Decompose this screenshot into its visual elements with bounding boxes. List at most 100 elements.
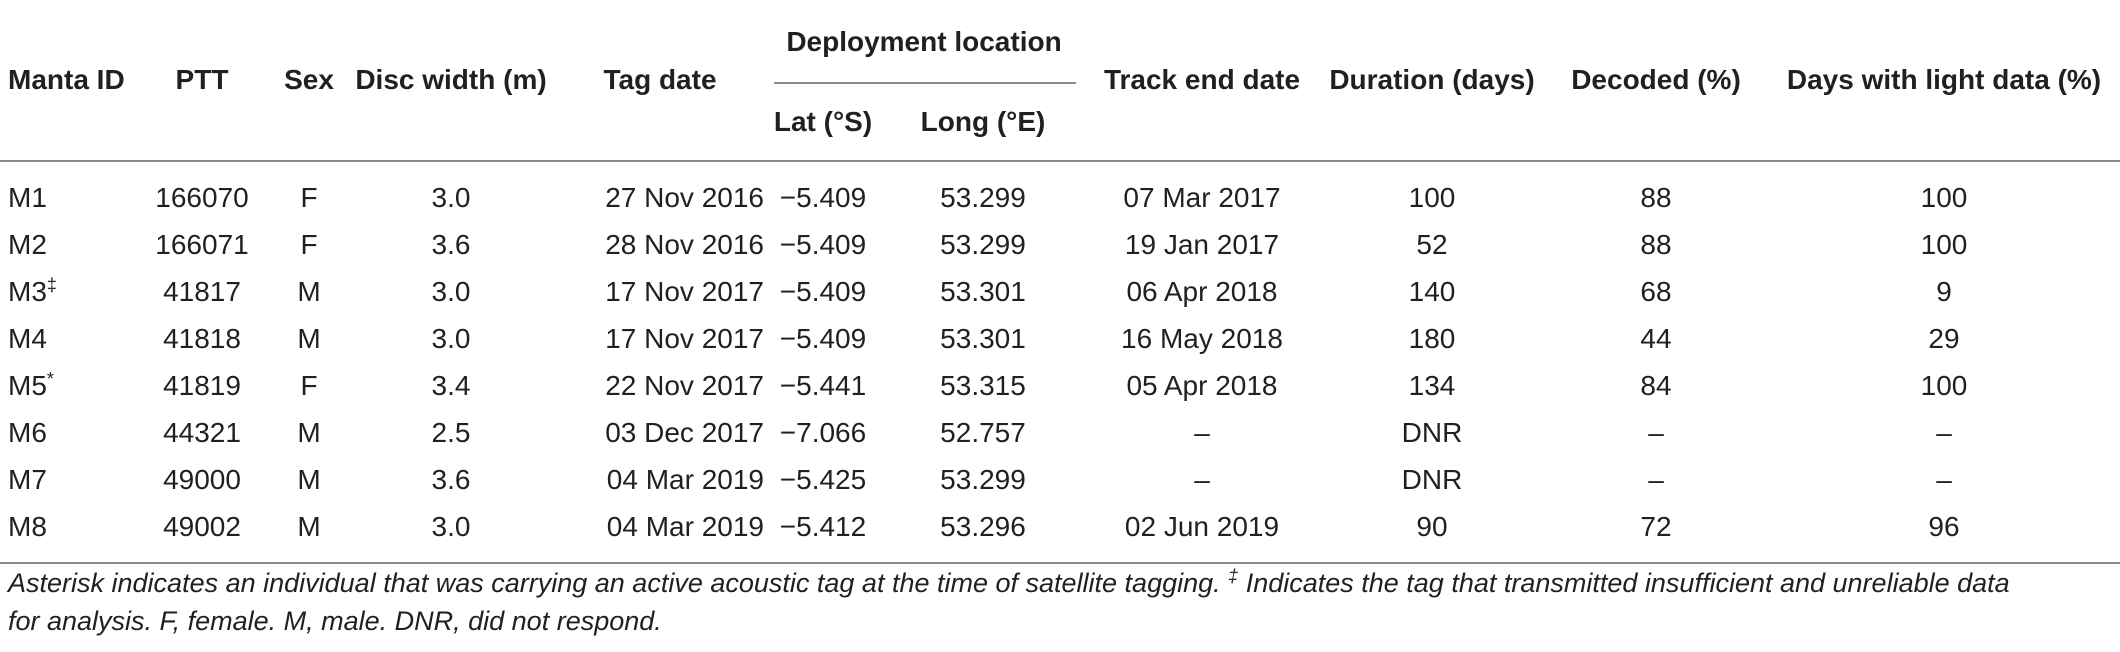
cell-manta-id: M6	[0, 409, 132, 456]
cell-light-days: 96	[1928, 510, 1960, 542]
cell-lat: −7.066	[779, 416, 867, 448]
cell-manta-id: M7	[0, 456, 132, 503]
cell-disc-width: 3.0	[431, 275, 471, 307]
cell-light-days: 100	[1920, 181, 1968, 213]
cell-long: 53.299	[940, 181, 1026, 213]
cell-manta-id: M5*	[0, 362, 132, 409]
caption-abbreviations: for analysis. F, female. M, male. DNR, d…	[8, 606, 662, 636]
cell-track-end-date: 05 Apr 2018	[1126, 369, 1278, 401]
cell-manta-id: M2	[0, 221, 132, 268]
manta-id-text: M2	[8, 228, 47, 260]
cell-lat: −5.409	[779, 228, 867, 260]
cell-disc-width: 3.4	[431, 369, 471, 401]
header-tag-date: Tag date	[603, 64, 717, 95]
cell-decoded: 84	[1640, 369, 1672, 401]
cell-manta-id: M8	[0, 503, 132, 563]
cell-duration: 180	[1408, 322, 1456, 354]
header-track-end-date: Track end date	[1103, 64, 1301, 95]
header-ptt: PTT	[175, 64, 229, 95]
cell-tag-date: 04 Mar 2019	[606, 510, 764, 542]
cell-tag-date: 04 Mar 2019	[606, 463, 764, 495]
table-row: M4 41818 M 3.0 17 Nov 2017 −5.409 53.301 16 May…	[0, 315, 2120, 362]
cell-ptt: 41819	[163, 369, 241, 401]
table-row: M2 166071 F 3.6 28 Nov 2016 −5.409 53.299 19 Ja…	[0, 221, 2120, 268]
cell-long: 53.301	[940, 275, 1026, 307]
cell-lat: −5.409	[779, 181, 867, 213]
cell-tag-date: 17 Nov 2017	[605, 322, 764, 354]
table-body: M1 166070 F 3.0 27 Nov 2016 −5.409 53.299 07 Ma…	[0, 161, 2120, 563]
cell-decoded: 88	[1640, 181, 1672, 213]
header-manta-id: Manta ID	[8, 64, 125, 95]
cell-sex: M	[297, 510, 321, 542]
cell-light-days: 100	[1920, 369, 1968, 401]
cell-lat: −5.412	[779, 510, 867, 542]
header-duration: Duration (days)	[1329, 64, 1535, 95]
cell-track-end-date: 02 Jun 2019	[1124, 510, 1280, 542]
manta-id-text: M5	[8, 369, 47, 401]
cell-long: 53.299	[940, 228, 1026, 260]
cell-decoded: 44	[1640, 322, 1672, 354]
cell-light-days: –	[1936, 463, 1952, 495]
cell-decoded: 72	[1640, 510, 1672, 542]
cell-ptt: 166071	[155, 228, 249, 260]
cell-lat: −5.409	[779, 275, 867, 307]
cell-long: 53.315	[940, 369, 1026, 401]
cell-decoded: –	[1648, 463, 1664, 495]
cell-long: 53.299	[940, 463, 1026, 495]
cell-ptt: 41818	[163, 322, 241, 354]
cell-tag-date: 27 Nov 2016	[605, 181, 764, 213]
cell-decoded: 88	[1640, 228, 1672, 260]
cell-duration: 90	[1416, 510, 1448, 542]
cell-lat: −5.441	[779, 369, 867, 401]
cell-long: 53.296	[940, 510, 1026, 542]
cell-sex: F	[300, 181, 318, 213]
deployment-location-rule	[774, 82, 1076, 84]
cell-tag-date: 03 Dec 2017	[605, 416, 764, 448]
manta-id-mark: *	[46, 368, 54, 389]
header-light-days: Days with light data (%)	[1786, 64, 2102, 95]
cell-sex: M	[297, 322, 321, 354]
cell-duration: 140	[1408, 275, 1456, 307]
cell-track-end-date: –	[1194, 463, 1210, 495]
caption-asterisk-note: Asterisk indicates an individual that wa…	[8, 568, 1221, 598]
table-row: M7 49000 M 3.6 04 Mar 2019 −5.425 53.299 – DNR – –	[0, 456, 2120, 503]
manta-id-text: M8	[8, 510, 47, 542]
cell-sex: F	[300, 369, 318, 401]
cell-duration: 134	[1408, 369, 1456, 401]
cell-track-end-date: 19 Jan 2017	[1124, 228, 1280, 260]
header-deployment-location: Deployment location	[764, 0, 1084, 84]
manta-id-text: M6	[8, 416, 47, 448]
manta-id-text: M4	[8, 322, 47, 354]
table-caption: Asterisk indicates an individual that wa…	[8, 564, 2108, 640]
table-row: M5* 41819 F 3.4 22 Nov 2017 −5.441 53.315 05 Ap…	[0, 362, 2120, 409]
table-row: M8 49002 M 3.0 04 Mar 2019 −5.412 53.296 02 Jun…	[0, 503, 2120, 563]
cell-lat: −5.425	[779, 463, 867, 495]
cell-tag-date: 22 Nov 2017	[605, 369, 764, 401]
caption-dagger: ‡	[1228, 566, 1239, 586]
cell-disc-width: 3.0	[431, 181, 471, 213]
header-decoded: Decoded (%)	[1571, 64, 1741, 95]
header-disc-width: Disc width (m)	[355, 64, 547, 95]
cell-light-days: 100	[1920, 228, 1968, 260]
cell-track-end-date: –	[1194, 416, 1210, 448]
cell-duration: DNR	[1401, 416, 1463, 448]
cell-disc-width: 3.0	[431, 322, 471, 354]
cell-disc-width: 2.5	[431, 416, 471, 448]
cell-tag-date: 17 Nov 2017	[605, 275, 764, 307]
cell-ptt: 41817	[163, 275, 241, 307]
cell-lat: −5.409	[779, 322, 867, 354]
table-row: M3‡ 41817 M 3.0 17 Nov 2017 −5.409 53.301 06 Ap…	[0, 268, 2120, 315]
cell-ptt: 49002	[163, 510, 241, 542]
cell-sex: M	[297, 463, 321, 495]
cell-sex: F	[300, 228, 318, 260]
header-lat: Lat (°S)	[773, 106, 873, 137]
cell-manta-id: M1	[0, 161, 132, 221]
cell-long: 53.301	[940, 322, 1026, 354]
manta-id-mark: ‡	[46, 274, 57, 295]
cell-decoded: 68	[1640, 275, 1672, 307]
header-long: Long (°E)	[920, 106, 1046, 137]
cell-ptt: 166070	[155, 181, 249, 213]
table-row: M1 166070 F 3.0 27 Nov 2016 −5.409 53.299 07 Ma…	[0, 161, 2120, 221]
cell-disc-width: 3.0	[431, 510, 471, 542]
